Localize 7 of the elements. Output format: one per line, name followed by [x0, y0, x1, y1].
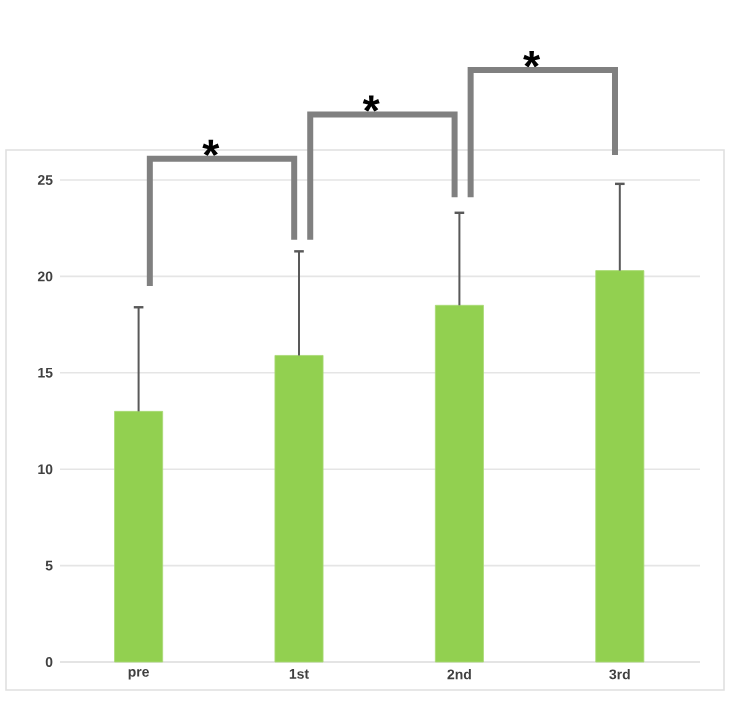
bar — [114, 410, 164, 663]
text: * — [202, 139, 220, 157]
bar — [595, 270, 645, 663]
text: * — [362, 95, 380, 112]
text: * — [523, 51, 541, 68]
bar — [274, 355, 324, 663]
bar — [434, 304, 484, 663]
